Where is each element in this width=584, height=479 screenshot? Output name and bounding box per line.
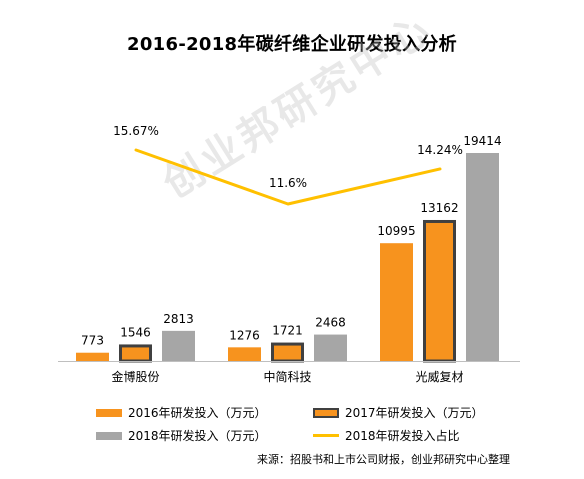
legend-swatch-2016 bbox=[96, 408, 122, 417]
ratio-label-1: 11.6% bbox=[269, 176, 307, 190]
bar-1-1 bbox=[271, 342, 304, 363]
chart-title: 2016-2018年碳纤维企业研发投入分析 bbox=[127, 34, 457, 55]
bar-value-label-0-1: 1276 bbox=[229, 328, 260, 342]
legend-swatch-2018 bbox=[96, 431, 122, 440]
legend-item-2017: 2017年研发投入（万元） bbox=[313, 404, 484, 421]
x-tick-label-1: 中简科技 bbox=[263, 369, 311, 384]
bar-value-label-2-1: 2468 bbox=[315, 316, 346, 330]
bar-0-0 bbox=[76, 352, 109, 361]
legend-item-ratio: 2018年研发投入占比 bbox=[313, 427, 460, 444]
x-tick-label-0: 金博股份 bbox=[111, 369, 159, 384]
legend-item-2016: 2016年研发投入（万元） bbox=[96, 404, 267, 421]
legend-item-2018: 2018年研发投入（万元） bbox=[96, 427, 267, 444]
bar-0-2 bbox=[380, 243, 413, 361]
bar-value-label-2-2: 19414 bbox=[463, 134, 501, 148]
bar-value-label-0-2: 10995 bbox=[377, 224, 415, 238]
legend-swatch-ratio bbox=[313, 434, 339, 437]
bar-1-2 bbox=[423, 219, 456, 363]
bar-0-1 bbox=[228, 347, 261, 361]
bar-value-label-1-1: 1721 bbox=[272, 324, 303, 338]
bar-value-label-2-0: 2813 bbox=[163, 312, 194, 326]
bar-2-2 bbox=[466, 153, 499, 361]
ratio-label-2: 14.24% bbox=[417, 143, 463, 157]
bar-value-label-0-0: 773 bbox=[81, 334, 104, 348]
ratio-line bbox=[134, 148, 442, 206]
source-note: 来源：招股书和上市公司财报，创业邦研究中心整理 bbox=[257, 453, 510, 466]
legend-label-ratio: 2018年研发投入占比 bbox=[345, 429, 460, 443]
bar-2-1 bbox=[314, 334, 347, 361]
legend-label-2017: 2017年研发投入（万元） bbox=[345, 406, 484, 420]
legend-swatch-2017 bbox=[313, 407, 339, 418]
legend-label-2018: 2018年研发投入（万元） bbox=[128, 429, 267, 443]
bar-value-label-1-2: 13162 bbox=[420, 201, 458, 215]
bar-2-0 bbox=[162, 330, 195, 361]
bar-1-0 bbox=[119, 344, 152, 363]
legend-label-2016: 2016年研发投入（万元） bbox=[128, 406, 267, 420]
x-tick-label-2: 光威复材 bbox=[415, 370, 463, 384]
bar-value-label-1-0: 1546 bbox=[120, 325, 151, 339]
ratio-label-0: 15.67% bbox=[113, 124, 159, 138]
